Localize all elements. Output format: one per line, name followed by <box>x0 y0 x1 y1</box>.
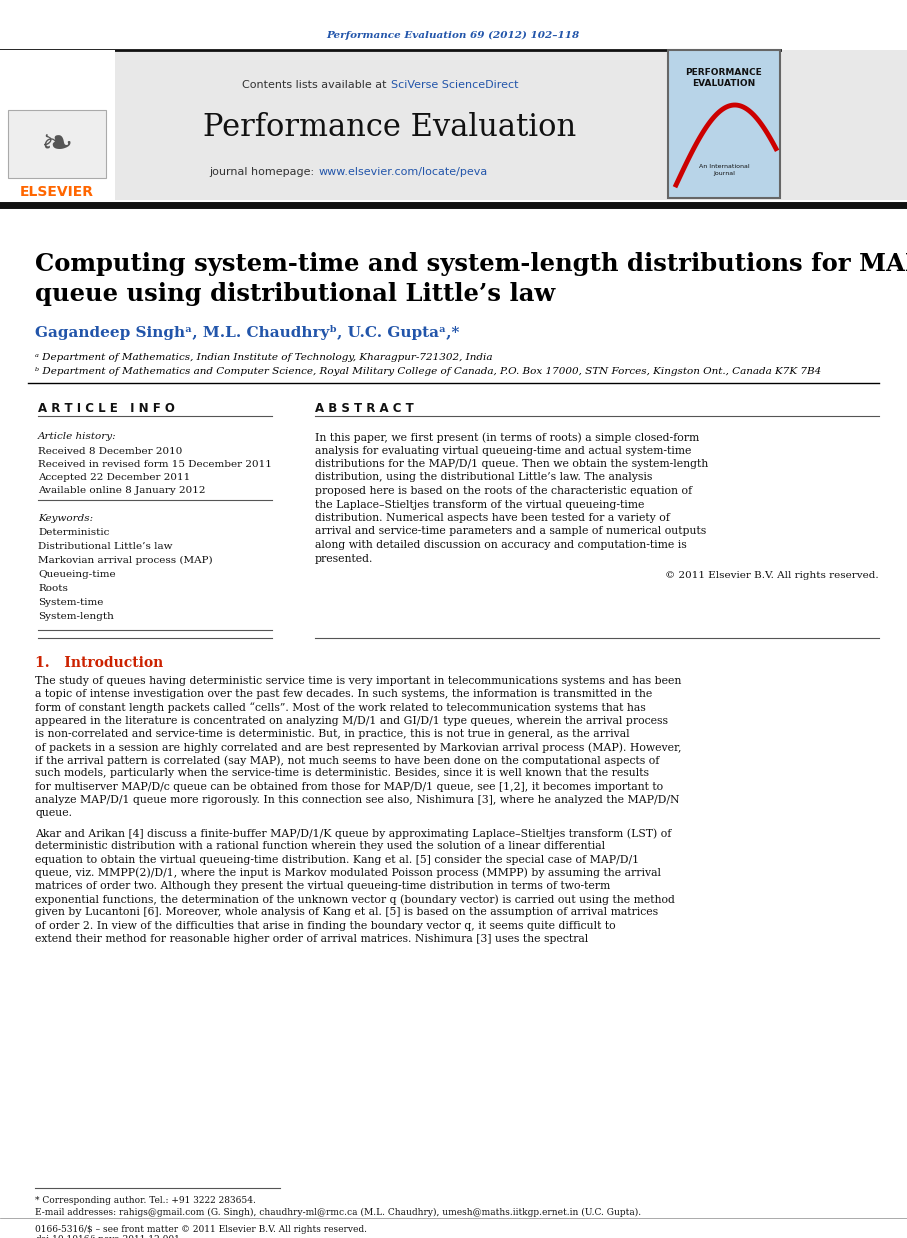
Text: of packets in a session are highly correlated and are best represented by Markov: of packets in a session are highly corre… <box>35 742 681 753</box>
FancyBboxPatch shape <box>0 50 907 201</box>
Text: System-time: System-time <box>38 598 103 607</box>
Text: Keywords:: Keywords: <box>38 514 93 522</box>
Text: journal homepage:: journal homepage: <box>210 167 318 177</box>
Text: ᵃ Department of Mathematics, Indian Institute of Technology, Kharagpur-721302, I: ᵃ Department of Mathematics, Indian Inst… <box>35 353 493 361</box>
Text: Akar and Arikan [4] discuss a finite-buffer MAP/D/1/K queue by approximating Lap: Akar and Arikan [4] discuss a finite-buf… <box>35 828 671 839</box>
Text: The study of queues having deterministic service time is very important in telec: The study of queues having deterministic… <box>35 676 681 686</box>
Text: the Laplace–Stieltjes transform of the virtual queueing-time: the Laplace–Stieltjes transform of the v… <box>315 499 644 510</box>
FancyBboxPatch shape <box>0 50 115 201</box>
Text: Deterministic: Deterministic <box>38 527 110 537</box>
Text: Roots: Roots <box>38 584 68 593</box>
Text: doi:10.1016/j.peva.2011.12.001: doi:10.1016/j.peva.2011.12.001 <box>35 1236 180 1238</box>
Text: Received in revised form 15 December 2011: Received in revised form 15 December 201… <box>38 461 272 469</box>
Text: a topic of intense investigation over the past few decades. In such systems, the: a topic of intense investigation over th… <box>35 690 652 699</box>
Text: Queueing-time: Queueing-time <box>38 569 115 579</box>
Text: www.elsevier.com/locate/peva: www.elsevier.com/locate/peva <box>319 167 488 177</box>
Text: analysis for evaluating virtual queueing-time and actual system-time: analysis for evaluating virtual queueing… <box>315 446 691 456</box>
Text: 0166-5316/$ – see front matter © 2011 Elsevier B.V. All rights reserved.: 0166-5316/$ – see front matter © 2011 El… <box>35 1224 367 1234</box>
Text: Markovian arrival process (MAP): Markovian arrival process (MAP) <box>38 556 212 565</box>
Text: presented.: presented. <box>315 553 374 563</box>
Text: for multiserver MAP/D/c queue can be obtained from those for MAP/D/1 queue, see : for multiserver MAP/D/c queue can be obt… <box>35 781 663 791</box>
Text: Performance Evaluation: Performance Evaluation <box>203 113 577 144</box>
Text: PERFORMANCE
EVALUATION: PERFORMANCE EVALUATION <box>686 68 763 88</box>
Text: analyze MAP/D/1 queue more rigorously. In this connection see also, Nishimura [3: analyze MAP/D/1 queue more rigorously. I… <box>35 795 679 805</box>
Text: E-mail addresses: rahigs@gmail.com (G. Singh), chaudhry-ml@rmc.ca (M.L. Chaudhry: E-mail addresses: rahigs@gmail.com (G. S… <box>35 1208 641 1217</box>
Text: Computing system-time and system-length distributions for MAP/D/1
queue using di: Computing system-time and system-length … <box>35 253 907 306</box>
Text: System-length: System-length <box>38 612 114 621</box>
Text: Available online 8 January 2012: Available online 8 January 2012 <box>38 487 206 495</box>
Text: extend their method for reasonable higher order of arrival matrices. Nishimura [: extend their method for reasonable highe… <box>35 933 589 943</box>
Text: form of constant length packets called “cells”. Most of the work related to tele: form of constant length packets called “… <box>35 702 646 713</box>
Text: deterministic distribution with a rational function wherein they used the soluti: deterministic distribution with a ration… <box>35 842 605 852</box>
Text: if the arrival pattern is correlated (say MAP), not much seems to have been done: if the arrival pattern is correlated (sa… <box>35 755 659 766</box>
Text: exponential functions, the determination of the unknown vector q (boundary vecto: exponential functions, the determination… <box>35 894 675 905</box>
Text: arrival and service-time parameters and a sample of numerical outputs: arrival and service-time parameters and … <box>315 526 707 536</box>
Text: A B S T R A C T: A B S T R A C T <box>315 402 414 415</box>
Text: Gagandeep Singhᵃ, M.L. Chaudhryᵇ, U.C. Guptaᵃ,*: Gagandeep Singhᵃ, M.L. Chaudhryᵇ, U.C. G… <box>35 326 459 340</box>
Text: An International
Journal: An International Journal <box>698 165 749 176</box>
FancyBboxPatch shape <box>668 50 780 198</box>
Text: ᵇ Department of Mathematics and Computer Science, Royal Military College of Cana: ᵇ Department of Mathematics and Computer… <box>35 366 821 376</box>
Text: of order 2. In view of the difficulties that arise in finding the boundary vecto: of order 2. In view of the difficulties … <box>35 921 616 931</box>
Text: Contents lists available at: Contents lists available at <box>242 80 390 90</box>
Text: is non-correlated and service-time is deterministic. But, in practice, this is n: is non-correlated and service-time is de… <box>35 729 629 739</box>
Text: distributions for the MAP/D/1 queue. Then we obtain the system-length: distributions for the MAP/D/1 queue. The… <box>315 459 708 469</box>
Text: SciVerse ScienceDirect: SciVerse ScienceDirect <box>391 80 519 90</box>
Text: Performance Evaluation 69 (2012) 102–118: Performance Evaluation 69 (2012) 102–118 <box>327 31 580 40</box>
Text: distribution. Numerical aspects have been tested for a variety of: distribution. Numerical aspects have bee… <box>315 513 670 522</box>
Text: A R T I C L E   I N F O: A R T I C L E I N F O <box>38 402 175 415</box>
Text: Article history:: Article history: <box>38 432 117 441</box>
Text: Accepted 22 December 2011: Accepted 22 December 2011 <box>38 473 190 482</box>
Text: proposed here is based on the roots of the characteristic equation of: proposed here is based on the roots of t… <box>315 487 692 496</box>
Text: distribution, using the distributional Little’s law. The analysis: distribution, using the distributional L… <box>315 473 652 483</box>
Text: equation to obtain the virtual queueing-time distribution. Kang et al. [5] consi: equation to obtain the virtual queueing-… <box>35 854 639 864</box>
Text: ELSEVIER: ELSEVIER <box>20 184 94 199</box>
Text: © 2011 Elsevier B.V. All rights reserved.: © 2011 Elsevier B.V. All rights reserved… <box>666 571 879 579</box>
Text: given by Lucantoni [6]. Moreover, whole analysis of Kang et al. [5] is based on : given by Lucantoni [6]. Moreover, whole … <box>35 907 658 917</box>
Text: such models, particularly when the service-time is deterministic. Besides, since: such models, particularly when the servi… <box>35 769 649 779</box>
Text: ❧: ❧ <box>41 126 73 163</box>
Text: queue.: queue. <box>35 808 72 818</box>
FancyBboxPatch shape <box>8 110 106 178</box>
Text: * Corresponding author. Tel.: +91 3222 283654.: * Corresponding author. Tel.: +91 3222 2… <box>35 1196 256 1205</box>
Text: queue, viz. MMPP(2)/D/1, where the input is Markov modulated Poisson process (MM: queue, viz. MMPP(2)/D/1, where the input… <box>35 868 661 879</box>
Text: In this paper, we first present (in terms of roots) a simple closed-form: In this paper, we first present (in term… <box>315 432 699 442</box>
Text: matrices of order two. Although they present the virtual queueing-time distribut: matrices of order two. Although they pre… <box>35 881 610 891</box>
Text: along with detailed discussion on accuracy and computation-time is: along with detailed discussion on accura… <box>315 540 687 550</box>
Text: Distributional Little’s law: Distributional Little’s law <box>38 542 172 551</box>
Text: Received 8 December 2010: Received 8 December 2010 <box>38 447 182 456</box>
Text: 1.   Introduction: 1. Introduction <box>35 656 163 670</box>
Text: appeared in the literature is concentrated on analyzing M/D/1 and GI/D/1 type qu: appeared in the literature is concentrat… <box>35 716 668 725</box>
